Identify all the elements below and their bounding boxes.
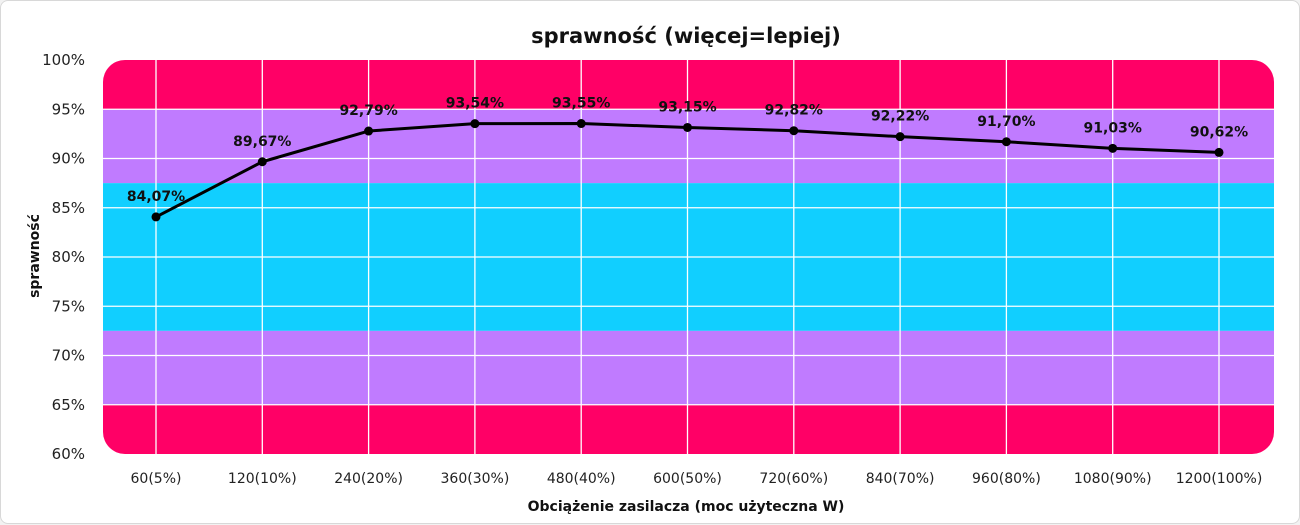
y-axis-ticks: 60% 65% 70% 75% 80% 85% 90% 95% 100% (42, 51, 85, 463)
data-point (151, 212, 161, 222)
y-tick-label: 65% (52, 396, 85, 414)
x-tick-label: 60(5%) (131, 471, 182, 487)
x-tick-label: 840(70%) (866, 471, 935, 487)
data-label: 90,62% (1190, 124, 1248, 140)
data-labels: 84,07% 89,67% 92,79% 93,54% 93,55% 93,15% 92,8… (127, 96, 1248, 205)
y-tick-label: 75% (52, 297, 85, 315)
data-label: 92,82% (765, 103, 823, 119)
y-tick-label: 90% (52, 150, 85, 168)
x-tick-label: 120(10%) (228, 471, 297, 487)
x-tick-label: 720(60%) (759, 471, 828, 487)
y-tick-label: 80% (52, 248, 85, 266)
grid-lines (103, 60, 1274, 454)
chart-title: sprawność (więcej=lepiej) (531, 24, 841, 48)
x-tick-label: 600(50%) (653, 471, 722, 487)
data-point (470, 119, 480, 129)
data-point (576, 119, 586, 129)
data-label: 92,22% (871, 109, 929, 125)
data-label: 92,79% (339, 103, 397, 119)
data-point (364, 126, 374, 136)
data-point (257, 157, 267, 167)
data-point (789, 126, 799, 136)
data-label: 84,07% (127, 189, 185, 205)
y-tick-label: 95% (52, 100, 85, 118)
x-axis-ticks: 60(5%) 120(10%) 240(20%) 360(30%) 480(40%) 60… (131, 471, 1263, 487)
data-label: 93,54% (446, 96, 504, 112)
data-point (895, 132, 905, 142)
y-tick-label: 100% (42, 51, 85, 69)
band-0 (103, 60, 1274, 110)
data-label: 91,70% (977, 114, 1035, 130)
x-tick-label: 1200(100%) (1176, 471, 1263, 487)
data-point (1001, 137, 1011, 147)
band-3 (103, 330, 1274, 405)
x-tick-label: 360(30%) (441, 471, 510, 487)
data-point (1108, 143, 1118, 153)
band-4 (103, 404, 1274, 454)
x-tick-label: 480(40%) (547, 471, 616, 487)
x-tick-label: 1080(90%) (1074, 471, 1152, 487)
x-tick-label: 960(80%) (972, 471, 1041, 487)
y-tick-label: 85% (52, 199, 85, 217)
data-label: 91,03% (1084, 120, 1142, 136)
data-point (683, 122, 692, 132)
x-axis-label: Obciążenie zasilacza (moc użyteczna W) (528, 499, 845, 515)
data-label: 93,55% (552, 96, 610, 112)
data-label: 93,15% (658, 99, 716, 115)
y-tick-label: 60% (52, 445, 85, 463)
data-point (1214, 147, 1224, 157)
y-tick-label: 70% (52, 347, 85, 365)
series-efficiency (151, 119, 1224, 222)
x-tick-label: 240(20%) (334, 471, 403, 487)
y-axis-label: sprawność (27, 214, 43, 298)
data-label: 89,67% (233, 134, 291, 150)
